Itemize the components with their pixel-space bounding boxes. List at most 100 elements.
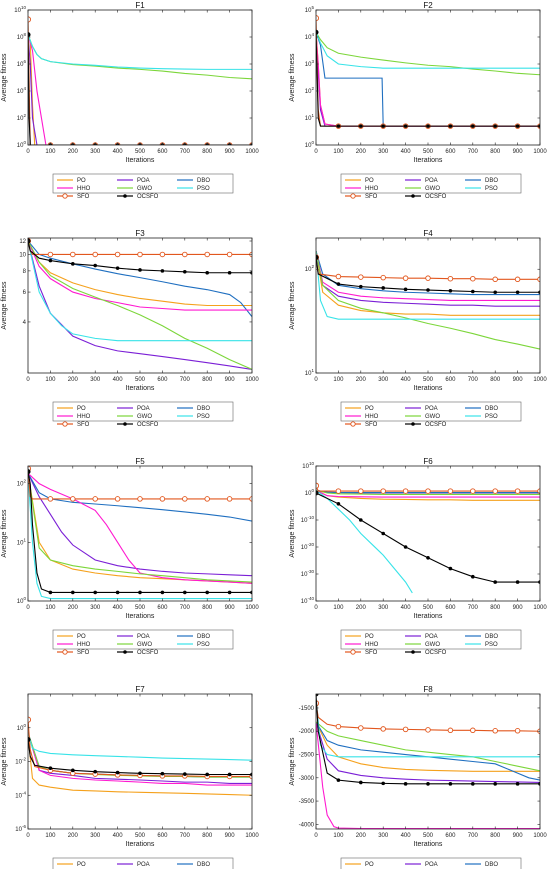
panel-f1-xtick-label: 300 <box>90 149 101 155</box>
series-ocsfo-marker <box>448 782 453 786</box>
series-sfo-line <box>28 19 252 145</box>
panel-f1-title: F1 <box>135 1 145 10</box>
series-sfo-start-marker <box>28 716 32 723</box>
panel-f6-title: F6 <box>423 457 433 466</box>
series-ocsfo-marker <box>493 124 498 128</box>
series-hho-line <box>316 721 540 829</box>
series-ocsfo-marker <box>471 124 475 128</box>
legend-dbo-label: DBO <box>485 406 498 412</box>
panel-f6-xtick-label: 500 <box>423 605 434 611</box>
panel-f4-xtick-label: 100 <box>333 377 344 383</box>
panel-f2-xtick-label: 300 <box>378 149 389 155</box>
series-ocsfo-marker <box>538 290 540 295</box>
panel-f4-xtick-label: 300 <box>378 377 389 383</box>
panel-f5-xtick-label: 700 <box>180 605 191 611</box>
panel-f3-ytick-label: 4 <box>23 320 27 326</box>
panel-f4-legend: PO POA DBO HHO GWO PSO SFO OCSFO <box>340 401 522 428</box>
panel-f4-ytick-label: 102 <box>305 264 315 273</box>
panel-f5-xtick-label: 900 <box>225 605 236 611</box>
panel-f4-xtick-label: 400 <box>401 377 412 383</box>
panel-f5-ytick-label: 102 <box>17 479 27 488</box>
series-ocsfo-line <box>316 257 540 293</box>
legend-hho-label: HHO <box>365 414 379 420</box>
panel-f7-xtick-label: 300 <box>90 833 101 839</box>
panel-f7-xtick-label: 1000 <box>245 833 259 839</box>
legend-gwo-label: GWO <box>137 642 152 648</box>
panel-f6-xtick-label: 300 <box>378 605 389 611</box>
panel-f8-xtick-label: 1000 <box>533 833 547 839</box>
legend-pso-label: PSO <box>485 414 498 420</box>
series-sfo-marker <box>47 496 54 502</box>
legend-pso-label: PSO <box>485 642 498 648</box>
panel-f1-xtick-label: 900 <box>225 149 236 155</box>
legend-pso-label: PSO <box>197 414 210 420</box>
panel-f8-xtick-label: 100 <box>333 833 344 839</box>
series-ocsfo-marker <box>183 772 187 776</box>
series-ocsfo-marker <box>160 771 165 776</box>
legend-po-label: PO <box>365 862 374 868</box>
panel-f7-plot-area <box>27 693 253 830</box>
series-sfo-marker <box>537 276 540 283</box>
panel-f6-xtick-label: 700 <box>468 605 479 611</box>
panel-f5-xtick-label: 0 <box>26 605 30 611</box>
series-ocsfo-line <box>316 32 540 127</box>
panel-f1-xtick-label: 800 <box>202 149 213 155</box>
series-ocsfo-marker <box>426 288 430 292</box>
legend-hho-label: HHO <box>77 414 91 420</box>
series-poa-line <box>28 34 252 145</box>
series-ocsfo-marker <box>205 772 209 777</box>
legend-ocsfo-label: OCSFO <box>137 194 159 200</box>
panel-f4-xtick-label: 800 <box>490 377 501 383</box>
legend-sfo-label: SFO <box>77 422 90 428</box>
panel-f3-xtick-label: 0 <box>26 377 30 383</box>
series-ocsfo-marker <box>227 590 232 595</box>
panel-f6-ytick-label: 10-10 <box>301 515 315 524</box>
series-ocsfo-marker <box>93 263 97 268</box>
panel-f1-ytick-label: 1010 <box>14 5 26 14</box>
panel-f6-legend: PO POA DBO HHO GWO PSO SFO OCSFO <box>340 629 522 656</box>
series-sfo-start-marker <box>28 16 32 23</box>
series-pso-line <box>28 240 252 342</box>
panel-f7: F7 0 100 200 300 400 500 600 700 800 900 1000 10-6 10… <box>1 685 259 869</box>
series-ocsfo-marker <box>381 531 386 536</box>
series-sfo-marker <box>114 251 121 258</box>
panel-f1: F10 100 200 300 400 500 600 700 800 900 1000100102… <box>1 1 259 200</box>
series-hho-line <box>316 250 540 302</box>
series-sfo-marker <box>492 488 498 494</box>
series-sfo-marker <box>114 496 121 502</box>
panel-f3-xtick-label: 300 <box>90 377 101 383</box>
panel-f5-xtick-label: 800 <box>202 605 213 611</box>
legend-po-label: PO <box>77 406 86 412</box>
series-dbo-line <box>316 250 540 296</box>
panel-f1-ytick-label: 104 <box>17 86 27 95</box>
panel-f2: F20 100 200 300 400 500 600 700 800 900 1000100101… <box>289 1 547 200</box>
series-ocsfo-marker <box>160 269 165 273</box>
series-sfo-marker <box>92 496 98 502</box>
panel-f5-xtick-label: 100 <box>45 605 56 611</box>
panel-f8-ytick-label: -2500 <box>299 753 315 759</box>
panel-f7-xtick-label: 200 <box>68 833 79 839</box>
series-pso-line <box>316 32 540 69</box>
panel-f8-xtick-label: 500 <box>423 833 434 839</box>
panel-f8: F8 0 100 200 300 400 500 600 700 800 900 1000 -4000 -… <box>289 685 547 869</box>
legend-dbo-label: DBO <box>485 178 498 184</box>
series-gwo-line <box>316 31 540 76</box>
panel-f6-ylabel: Average fitness <box>289 509 296 558</box>
series-sfo-marker <box>514 488 521 494</box>
series-hho-line <box>316 489 540 498</box>
panel-f1-xtick-label: 500 <box>135 149 146 155</box>
legend-po-label: PO <box>77 634 86 640</box>
series-ocsfo-marker <box>426 782 430 786</box>
series-sfo-marker <box>358 725 364 731</box>
series-ocsfo-marker <box>426 124 430 128</box>
series-ocsfo-marker <box>471 574 475 579</box>
panel-f7-xtick-label: 500 <box>135 833 146 839</box>
panel-f1-ytick-label: 106 <box>17 59 27 68</box>
series-ocsfo-marker <box>227 270 232 275</box>
series-sfo-marker <box>537 488 540 494</box>
series-ocsfo-marker <box>205 590 209 595</box>
legend-hho-label: HHO <box>365 186 379 192</box>
series-ocsfo-marker <box>250 143 252 145</box>
series-ocsfo-marker <box>403 782 408 786</box>
